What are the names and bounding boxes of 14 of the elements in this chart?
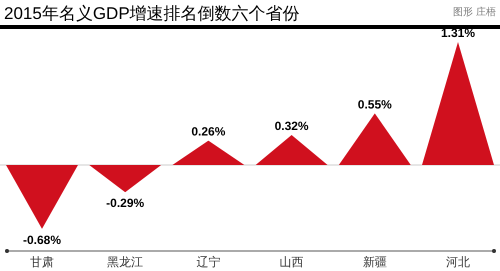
data-label: 1.31% [440,26,476,40]
x-tick-label: 河北 [446,255,470,269]
data-label: -0.29% [106,196,145,210]
x-tick-label: 甘肃 [30,255,54,269]
x-tick-label: 辽宁 [196,255,220,269]
data-label: 0.32% [274,118,309,133]
text: 图形 庄梧 [453,6,496,18]
data-label: -0.68% [22,232,62,247]
x-tick-label: 山西 [280,255,304,269]
x-tick-label: 黑龙江 [107,255,144,269]
data-label: 0.55% [358,97,392,112]
title: 2015年名义GDP增速排名倒数六个省份 [4,4,300,23]
data-label: 0.26% [191,124,226,139]
x-tick-label: 新疆 [362,255,387,269]
